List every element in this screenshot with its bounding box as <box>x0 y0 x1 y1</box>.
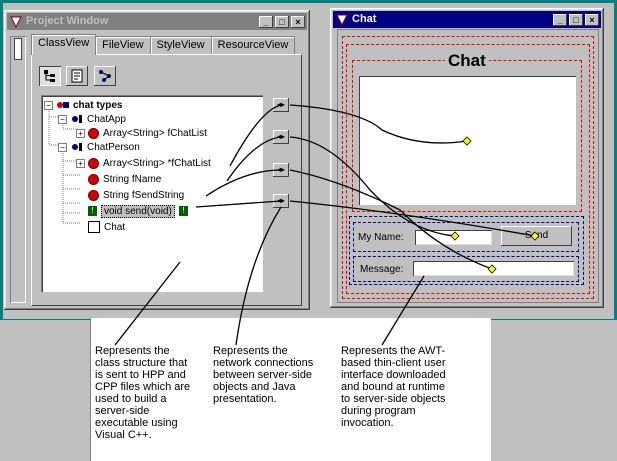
close-button[interactable]: × <box>291 15 305 28</box>
close-button[interactable]: × <box>585 13 599 26</box>
expand-toggle[interactable]: + <box>76 158 85 168</box>
tree-label-chatperson: ChatPerson <box>87 141 140 153</box>
name-field[interactable] <box>415 230 492 245</box>
connection-button-1[interactable]: ◂▸ <box>273 98 289 112</box>
tab-classview[interactable]: ClassView <box>31 34 97 55</box>
connection-button-3[interactable]: ◂▸ <box>273 163 289 177</box>
collapse-toggle[interactable]: − <box>58 114 67 124</box>
chat-heading: Chat <box>445 51 489 71</box>
app-icon <box>10 16 22 28</box>
tree-label-chatapp: ChatApp <box>87 113 126 125</box>
tree-node-person-member-3[interactable]: ! void send(void) ! <box>88 204 192 218</box>
project-window-titlebar[interactable]: Project Window _ □ × <box>7 13 307 30</box>
tab-fileview[interactable]: FileView <box>95 36 151 55</box>
caption-class-structure: Represents the class structure that is s… <box>95 345 191 441</box>
chat-window-titlebar[interactable]: Chat _ □ × <box>333 11 601 28</box>
send-button[interactable]: Send <box>501 226 572 246</box>
caption-network-connections: Represents the network connections betwe… <box>213 345 314 405</box>
member-icon <box>88 127 99 139</box>
connection-button-2[interactable]: ◂▸ <box>273 130 289 144</box>
member-icon <box>88 173 99 185</box>
tree-node-chat-window[interactable]: Chat <box>88 220 125 234</box>
connection-button-4[interactable]: ◂▸ <box>273 194 289 208</box>
message-label: Message: <box>360 264 404 275</box>
tree-label-person-member: Array<String> *fChatList <box>103 157 211 169</box>
class-group-icon <box>57 102 69 108</box>
message-field[interactable] <box>413 261 574 276</box>
tree-node-root[interactable]: − chat types <box>44 98 122 112</box>
caption-thin-client-ui: Represents the AWT-based thin-client use… <box>341 345 446 429</box>
app-icon <box>336 14 348 26</box>
tree-node-chatperson[interactable]: − ChatPerson <box>58 140 140 154</box>
connections-button[interactable] <box>94 66 116 86</box>
tree-node-person-member-1[interactable]: String fName <box>88 172 161 186</box>
tree-label-chat-window: Chat <box>104 221 126 233</box>
class-tree-view-button[interactable] <box>39 66 61 86</box>
tree-icon <box>44 70 55 82</box>
collapse-toggle[interactable]: − <box>58 142 67 152</box>
document-icon <box>71 69 83 83</box>
side-scroll-strip[interactable] <box>10 36 26 303</box>
minimize-button[interactable]: _ <box>259 15 273 28</box>
tab-resourceview[interactable]: ResourceView <box>210 36 296 55</box>
member-icon <box>88 157 99 169</box>
maximize-button[interactable]: □ <box>275 15 289 28</box>
member-icon <box>88 189 99 201</box>
method-icon: ! <box>88 206 97 216</box>
properties-button[interactable] <box>66 66 88 86</box>
window-icon <box>88 221 100 233</box>
name-label: My Name: <box>358 232 404 243</box>
collapse-toggle[interactable]: − <box>44 100 53 110</box>
tree-label-app-member: Array<String> fChatList <box>103 127 207 139</box>
minimize-button[interactable]: _ <box>553 13 567 26</box>
tree-label-person-member: void send(void) <box>101 204 175 218</box>
expand-toggle[interactable]: + <box>76 128 85 138</box>
tab-styleview[interactable]: StyleView <box>149 36 212 55</box>
tree-node-person-member-2[interactable]: String fSendString <box>88 188 184 202</box>
hierarchy-icon <box>99 70 111 82</box>
tree-node-app-member[interactable]: + Array<String> fChatList <box>76 126 207 140</box>
tree-label-root: chat types <box>73 99 123 111</box>
chat-window-title: Chat <box>352 13 377 25</box>
project-window-title: Project Window <box>26 15 109 27</box>
view-tabs: ClassView FileView StyleView ResourceVie… <box>31 34 296 55</box>
class-icon <box>72 143 82 151</box>
tree-node-person-member-0[interactable]: + Array<String> *fChatList <box>76 156 211 170</box>
class-tree[interactable]: − chat types − ChatApp + Array<String> f… <box>41 95 263 292</box>
tree-label-person-member: String fSendString <box>103 189 185 201</box>
class-icon <box>72 115 82 123</box>
tree-node-chatapp[interactable]: − ChatApp <box>58 112 126 126</box>
side-strip-thumb[interactable] <box>14 38 22 60</box>
tree-label-person-member: String fName <box>103 173 162 185</box>
method-badge-icon: ! <box>178 206 188 216</box>
chat-transcript-area[interactable] <box>359 76 576 205</box>
tree-connector-lines <box>48 109 81 224</box>
maximize-button[interactable]: □ <box>569 13 583 26</box>
